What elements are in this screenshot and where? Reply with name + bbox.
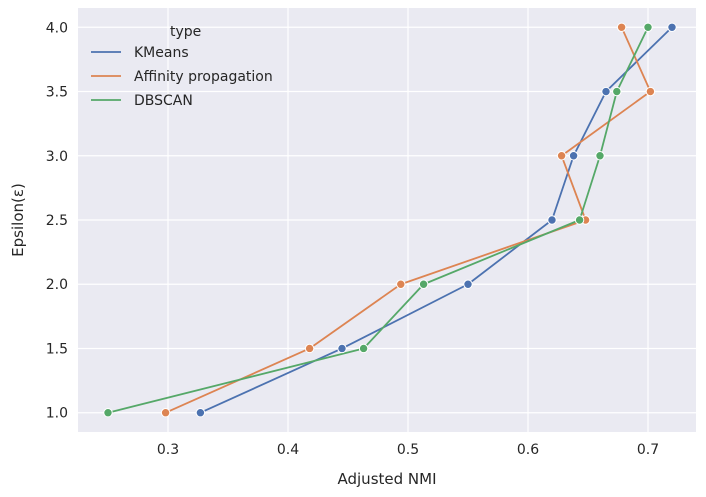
x-tick-label: 0.6: [517, 442, 539, 458]
legend-item-label: KMeans: [134, 45, 189, 61]
data-point: [601, 86, 611, 97]
data-point: [574, 215, 585, 225]
y-tick-label: 2.0: [46, 277, 68, 293]
data-point: [195, 408, 206, 418]
y-tick-label: 4.0: [46, 20, 68, 36]
x-tick-label: 0.7: [637, 442, 659, 458]
x-axis-label: Adjusted NMI: [338, 470, 437, 488]
data-point: [418, 279, 429, 289]
data-point: [463, 279, 473, 289]
series-points: [103, 22, 677, 418]
x-tick-label: 0.3: [157, 442, 179, 458]
data-point: [595, 151, 605, 161]
data-point: [160, 408, 171, 418]
x-tick-labels: 0.3 0.4 0.5 0.6 0.7: [157, 442, 659, 458]
y-tick-label: 3.5: [46, 85, 68, 101]
y-axis-label: Epsilon(ε): [9, 183, 27, 257]
data-point: [556, 151, 567, 161]
data-point: [645, 86, 656, 97]
legend-title: type: [170, 24, 201, 40]
data-point: [568, 151, 579, 161]
y-tick-labels: 1.0 1.5 2.0 2.5 3.0 3.5 4.0: [46, 20, 68, 421]
data-point: [612, 86, 622, 97]
y-tick-label: 3.0: [46, 149, 68, 165]
grid: [78, 8, 696, 432]
data-point: [667, 22, 677, 32]
data-point: [547, 215, 557, 225]
data-point: [396, 279, 406, 289]
legend-item-label: Affinity propagation: [134, 69, 273, 85]
data-point: [103, 408, 113, 418]
x-tick-label: 0.5: [397, 442, 419, 458]
y-tick-label: 1.0: [46, 406, 68, 422]
legend-item-label: DBSCAN: [134, 93, 193, 109]
data-point: [304, 343, 315, 354]
data-point: [643, 22, 653, 32]
data-point: [616, 22, 627, 32]
x-tick-label: 0.4: [277, 442, 299, 458]
data-point: [337, 343, 347, 354]
legend: type KMeans Affinity propagation DBSCAN: [91, 24, 273, 109]
data-point: [358, 343, 369, 354]
y-tick-label: 1.5: [46, 341, 68, 357]
y-tick-label: 2.5: [46, 213, 68, 229]
